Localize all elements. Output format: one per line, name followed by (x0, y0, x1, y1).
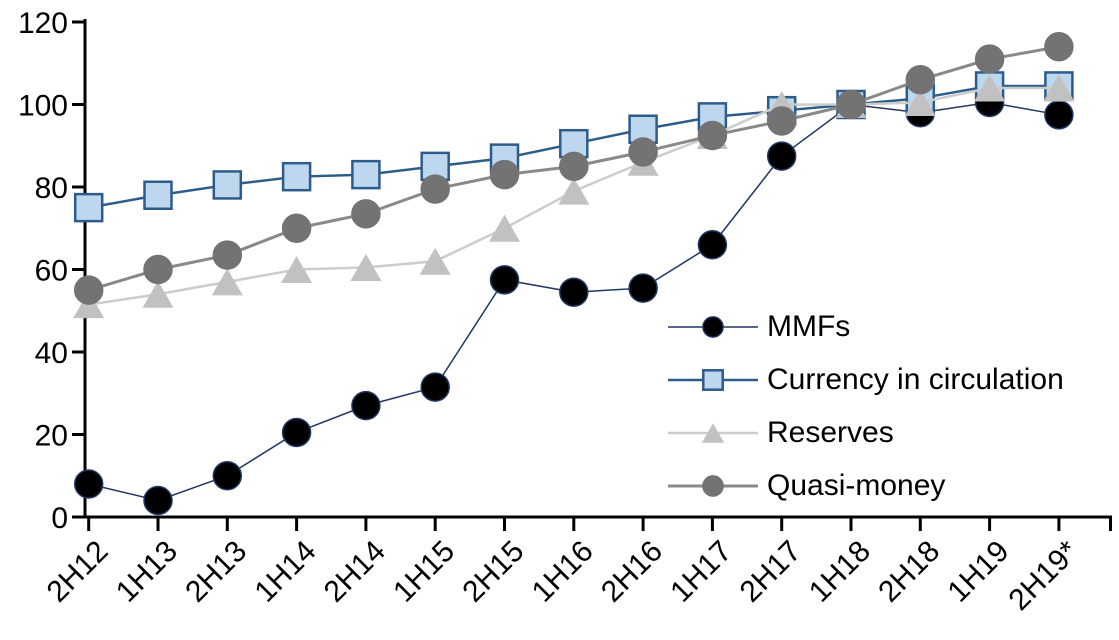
legend-label-currency-in-circulation: Currency in circulation (767, 362, 1064, 396)
series-marker (701, 422, 725, 443)
series-marker (350, 253, 382, 281)
x-tick-label: 2H15 (456, 535, 530, 609)
series-marker (211, 268, 243, 296)
series-marker (489, 159, 520, 190)
series-marker (281, 256, 313, 283)
x-tick-label: 1H13 (110, 535, 184, 609)
series-mmfs (73, 87, 1074, 516)
series-marker (628, 137, 658, 167)
x-tick-label: 1H15 (387, 535, 461, 609)
series-marker (766, 106, 797, 136)
y-tick-label: 40 (35, 337, 68, 370)
series-marker (420, 372, 450, 402)
x-tick-label: 1H16 (526, 535, 600, 609)
legend-label-quasi-money: Quasi-money (767, 468, 946, 502)
series-marker (143, 485, 173, 516)
x-tick-label: 2H19* (1003, 534, 1086, 617)
series-marker (143, 254, 173, 285)
legend-label-reserves: Reserves (767, 415, 894, 449)
series-marker (281, 161, 312, 192)
series-marker (697, 230, 728, 260)
series-marker (212, 170, 243, 200)
series-quasi-money (73, 32, 1074, 305)
legend-item-mmfs: MMFs (668, 300, 1064, 353)
series-marker (143, 180, 173, 210)
series-marker (419, 247, 451, 275)
x-tick-label: 1H18 (803, 535, 877, 609)
series-marker (559, 277, 589, 307)
series-marker (904, 88, 936, 116)
series-marker (351, 199, 381, 229)
legend-item-reserves: Reserves (668, 406, 1064, 459)
series-marker (836, 89, 866, 120)
x-tick-label: 2H14 (318, 535, 392, 609)
y-tick-label: 120 (18, 7, 68, 40)
chart-legend: MMFs Currency in circulation Reserves Qu… (668, 300, 1064, 512)
x-tick-label: 1H19 (942, 535, 1016, 609)
y-tick-label: 80 (35, 172, 68, 205)
series-marker (974, 44, 1005, 74)
series-marker (974, 74, 1006, 102)
series-marker (212, 240, 243, 270)
x-tick-label: 2H18 (872, 535, 946, 609)
x-tick-label: 1H14 (249, 535, 323, 609)
series-marker (1044, 100, 1074, 130)
series-marker (489, 214, 520, 242)
series-marker (73, 469, 104, 499)
series-marker (73, 192, 104, 223)
legend-marker-quasi-money (668, 474, 758, 497)
series-marker (766, 141, 797, 171)
series-marker (558, 177, 590, 205)
y-tick-label: 0 (51, 502, 68, 535)
y-tick-label: 20 (35, 420, 68, 453)
series-marker (905, 65, 936, 95)
series-marker (420, 174, 450, 204)
y-tick-label: 60 (35, 255, 68, 288)
series-marker (281, 213, 312, 243)
series-marker (628, 273, 658, 303)
x-tick-label: 1H17 (664, 535, 738, 609)
legend-item-currency-in-circulation: Currency in circulation (668, 353, 1064, 406)
legend-label-mmfs: MMFs (767, 309, 851, 343)
series-marker (281, 417, 312, 448)
y-tick-label: 100 (18, 90, 68, 123)
legend-marker-mmfs (668, 315, 758, 338)
series-marker (73, 275, 104, 305)
legend-marker-reserves (668, 422, 758, 443)
series-marker (702, 368, 724, 391)
series-marker (489, 265, 520, 295)
series-marker (702, 474, 724, 497)
x-tick-label: 2H16 (595, 535, 669, 609)
series-marker (559, 151, 589, 182)
series-marker (1044, 32, 1074, 62)
x-tick-label: 2H17 (734, 535, 808, 609)
series-marker (142, 280, 174, 308)
legend-item-quasi-money: Quasi-money (668, 459, 1064, 512)
series-marker (212, 461, 243, 491)
legend-marker-currency-in-circulation (668, 368, 758, 391)
series-marker (702, 315, 724, 338)
x-tick-label: 2H12 (41, 535, 115, 609)
series-marker (351, 390, 381, 421)
series-marker (351, 159, 381, 190)
series-marker (1043, 74, 1075, 102)
series-marker (697, 120, 728, 151)
x-tick-label: 2H13 (179, 535, 253, 609)
